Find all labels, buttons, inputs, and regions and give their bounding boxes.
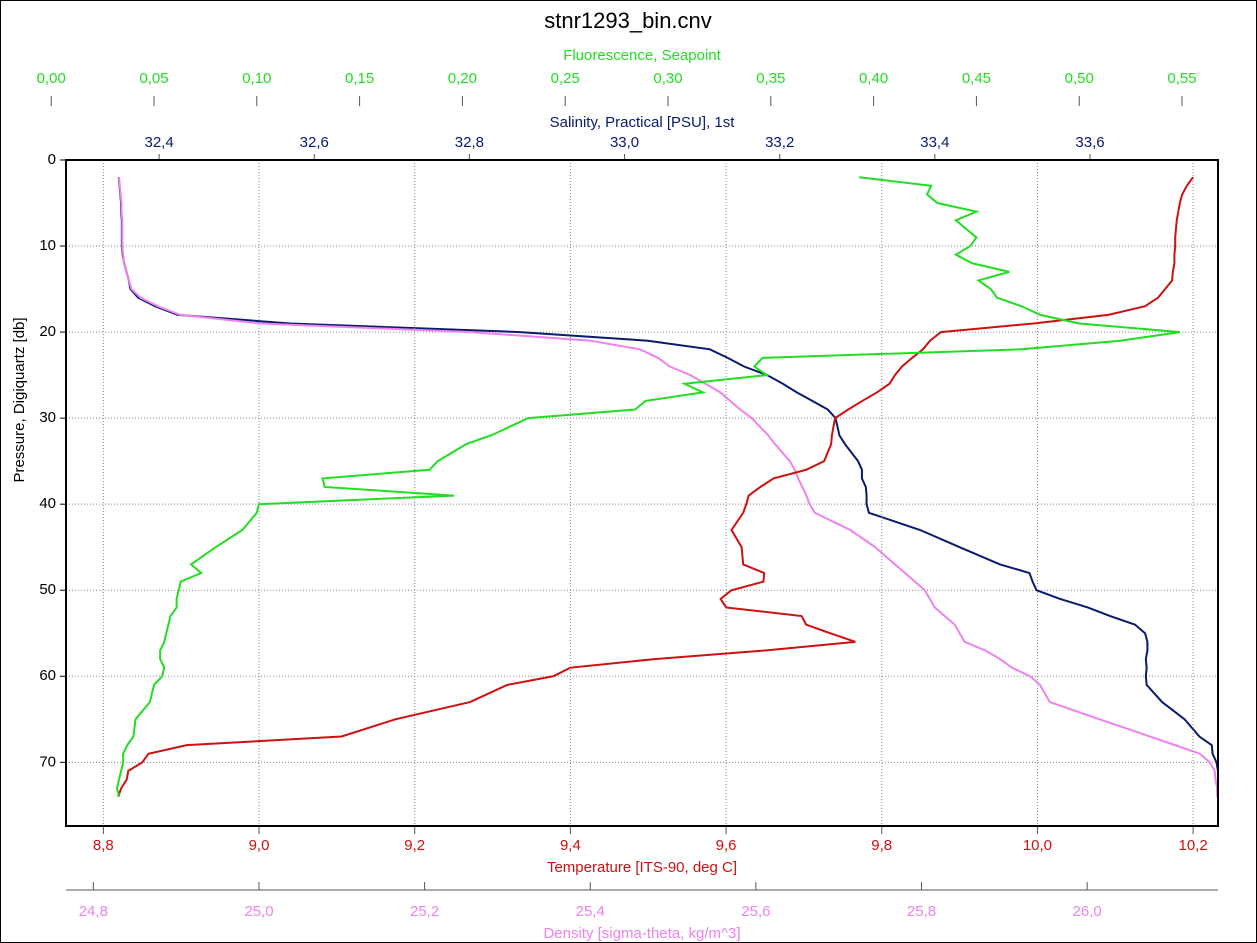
y-tick-label: 20: [39, 323, 56, 340]
x-tick-label: 25,4: [576, 903, 605, 920]
data-line: [118, 177, 1219, 797]
y-tick-label: 50: [39, 581, 56, 598]
x-tick-label: 9,0: [249, 837, 270, 854]
x-tick-label: 25,6: [741, 903, 770, 920]
y-tick-label: 0: [48, 151, 56, 168]
x-tick-label: 8,8: [93, 837, 114, 854]
x-axis-label: Fluorescence, Seapoint: [563, 47, 721, 64]
x-tick-label: 32,8: [455, 134, 484, 151]
x-tick-label: 0,15: [345, 70, 374, 87]
y-tick-label: 40: [39, 495, 56, 512]
y-tick-label: 70: [39, 753, 56, 770]
x-tick-label: 0,05: [139, 70, 168, 87]
x-tick-label: 0,55: [1167, 70, 1196, 87]
x-tick-label: 25,8: [907, 903, 936, 920]
x-tick-label: 0,45: [962, 70, 991, 87]
x-tick-label: 33,4: [920, 134, 949, 151]
x-tick-label: 0,25: [551, 70, 580, 87]
plot-border: [65, 159, 1219, 827]
x-axis-label: Temperature [ITS-90, deg C]: [547, 859, 737, 876]
y-tick-label: 30: [39, 409, 56, 426]
x-tick-label: 33,6: [1075, 134, 1104, 151]
x-tick-label: 32,6: [300, 134, 329, 151]
x-tick-label: 0,00: [37, 70, 66, 87]
chart-title: stnr1293_bin.cnv: [544, 8, 712, 33]
x-tick-label: 0,40: [859, 70, 888, 87]
data-line: [115, 176, 1181, 797]
y-tick-label: 60: [39, 667, 56, 684]
x-tick-label: 9,8: [871, 837, 892, 854]
x-tick-label: 33,0: [610, 134, 639, 151]
x-tick-label: 0,20: [448, 70, 477, 87]
x-tick-label: 33,2: [765, 134, 794, 151]
data-line: [117, 176, 1194, 798]
x-tick-label: 9,6: [716, 837, 737, 854]
x-tick-label: 10,2: [1178, 837, 1207, 854]
x-tick-label: 0,35: [756, 70, 785, 87]
x-axis-label: Density [sigma-theta, kg/m^3]: [543, 925, 740, 942]
x-tick-label: 9,4: [560, 837, 581, 854]
x-tick-label: 26,0: [1073, 903, 1102, 920]
x-tick-label: 24,8: [79, 903, 108, 920]
x-tick-label: 0,50: [1065, 70, 1094, 87]
x-tick-label: 9,2: [404, 837, 425, 854]
x-tick-label: 25,2: [410, 903, 439, 920]
y-tick-label: 10: [39, 237, 56, 254]
x-tick-label: 32,4: [144, 134, 173, 151]
x-tick-label: 0,30: [653, 70, 682, 87]
x-axis-label: Salinity, Practical [PSU], 1st: [550, 114, 736, 131]
x-tick-label: 25,0: [244, 903, 273, 920]
x-tick-label: 0,10: [242, 70, 271, 87]
y-axis-label: Pressure, Digiquartz [db]: [11, 317, 28, 482]
x-tick-label: 10,0: [1023, 837, 1052, 854]
